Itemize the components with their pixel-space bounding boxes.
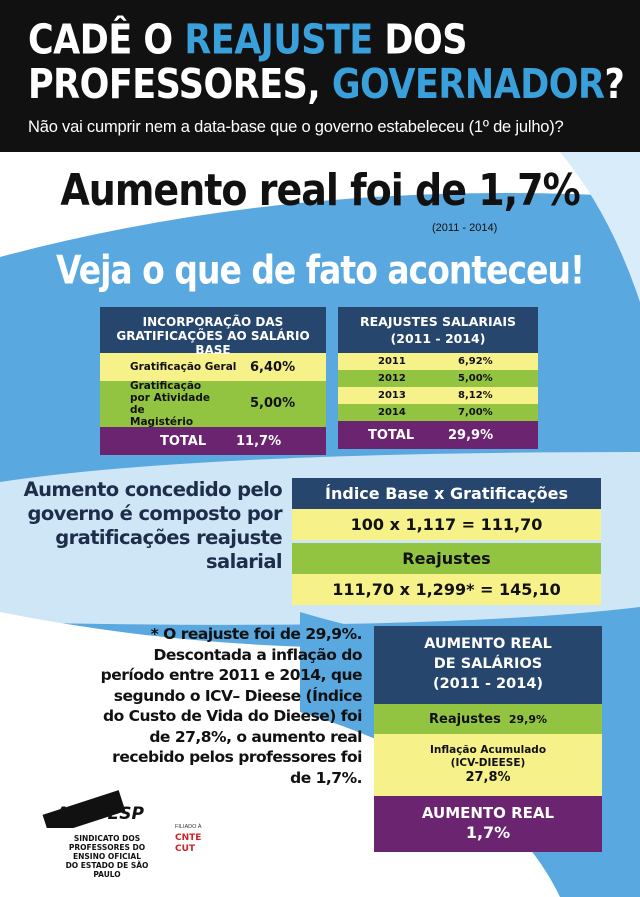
aumento-inflacao-row: Inflação Acumulado (ICV-DIEESE) 27,8%	[374, 734, 602, 796]
aumento-reajustes-row: Reajustes 29,9%	[374, 704, 602, 734]
formula-calc-1: 100 x 1,117 = 111,70	[292, 509, 601, 540]
filiado-label: FILIADO À	[175, 824, 202, 830]
formula-header-1: Índice Base x Gratificações	[292, 478, 601, 509]
formula-calc-2: 111,70 x 1,299* = 145,10	[292, 574, 601, 605]
reajustes-title: REAJUSTES SALARIAIS	[360, 314, 516, 329]
total-label: TOTAL	[368, 427, 415, 443]
row-value: 8,12%	[458, 390, 493, 401]
row-value: 6,40%	[250, 359, 296, 375]
header-title: CADÊ O REAJUSTE DOS PROFESSORES, GOVERNA…	[28, 16, 625, 109]
incorporacao-row: Gratificação Geral 6,40%	[100, 353, 326, 381]
row-value: 5,00%	[458, 373, 493, 384]
result-value: 1,7%	[465, 823, 511, 842]
cnte-cut-logo: CNTE CUT	[175, 833, 201, 855]
header-subtitle: Não vai cumprir nem a data-base que o go…	[28, 118, 564, 136]
incorporacao-row: Gratificação por Atividade de Magistério…	[100, 380, 326, 428]
header-banner: CADÊ O REAJUSTE DOS PROFESSORES, GOVERNA…	[0, 0, 640, 152]
reaj-value: 29,9%	[508, 712, 547, 726]
row-year: 2011	[378, 356, 406, 367]
row-year: 2013	[378, 390, 406, 401]
reajustes-row: 2013 8,12%	[338, 387, 538, 404]
infl-value: 27,8%	[465, 770, 511, 785]
title-part: PROFESSORES,	[28, 61, 332, 109]
apeoesp-logo: APEOESP	[36, 788, 196, 836]
title-part: CADÊ O	[28, 16, 185, 65]
reajustes-row: 2011 6,92%	[338, 353, 538, 370]
aumento-title-1: AUMENTO REAL	[424, 636, 552, 652]
reajustes-total: TOTAL 29,9%	[338, 421, 538, 449]
row-label: Gratificação Geral	[130, 361, 237, 373]
total-label: TOTAL	[160, 433, 207, 449]
title-part: ?	[604, 61, 625, 109]
logo-line-3: DO ESTADO DE SÃO PAULO	[65, 861, 149, 879]
aumento-period: (2011 - 2014)	[432, 676, 544, 692]
incorporacao-table: INCORPORAÇÃO DAS GRATIFICAÇÕES AO SALÁRI…	[100, 307, 326, 455]
veja-heading: Veja o que de fato aconteceu!	[55, 246, 585, 293]
formula-header-2: Reajustes	[292, 543, 601, 574]
title-accent-governador: GOVERNADOR	[331, 61, 605, 109]
incorporacao-total: TOTAL 11,7%	[100, 427, 326, 455]
reajustes-period: (2011 - 2014)	[390, 331, 486, 346]
row-value: 6,92%	[458, 356, 493, 367]
row-value: 5,00%	[250, 396, 296, 411]
logo-caption: SINDICATO DOS PROFESSORES DO ENSINO OFIC…	[52, 834, 162, 879]
headline: Aumento real foi de 1,7%	[60, 164, 580, 216]
composto-text: Aumento concedido pelo governo é compost…	[23, 478, 283, 573]
reaj-label: Reajustes	[429, 711, 501, 727]
cnte-mark: CNTE	[175, 833, 202, 843]
row-label: Gratificação por Atividade de Magistério	[130, 380, 210, 428]
title-accent-reajuste: REAJUSTE	[184, 16, 373, 65]
logo-line-2: PROFESSORES DO ENSINO OFICIAL	[68, 843, 146, 861]
aumento-real-table: AUMENTO REAL DE SALÁRIOS (2011 - 2014) R…	[374, 626, 602, 852]
headline-period: (2011 - 2014)	[432, 222, 498, 234]
aumento-title-2: DE SALÁRIOS	[433, 656, 543, 672]
reajustes-row: 2014 7,00%	[338, 404, 538, 421]
aumento-result: AUMENTO REAL 1,7%	[374, 796, 602, 852]
result-label: AUMENTO REAL	[421, 804, 555, 822]
reajustes-table: REAJUSTES SALARIAIS (2011 - 2014) 2011 6…	[338, 307, 538, 449]
aumento-header: AUMENTO REAL DE SALÁRIOS (2011 - 2014)	[374, 626, 602, 704]
total-value: 11,7%	[236, 433, 282, 449]
logo-wordmark: APEOESP	[54, 804, 145, 824]
row-value: 7,00%	[458, 407, 493, 418]
title-part: DOS	[372, 16, 467, 65]
infl-label-1: Inflação Acumulado	[429, 744, 547, 756]
reajuste-note: * O reajuste foi de 29,9%. Descontada a …	[100, 625, 363, 787]
infl-label-2: (ICV-DIEESE)	[450, 757, 526, 769]
row-year: 2012	[378, 373, 406, 384]
row-year: 2014	[378, 407, 406, 418]
logo-line-1: SINDICATO DOS	[73, 834, 141, 843]
incorporacao-title: INCORPORAÇÃO DAS GRATIFICAÇÕES AO SALÁRI…	[100, 307, 326, 357]
reajustes-header: REAJUSTES SALARIAIS (2011 - 2014)	[338, 307, 538, 353]
reajustes-row: 2012 5,00%	[338, 370, 538, 387]
cut-mark: CUT	[175, 844, 196, 854]
total-value: 29,9%	[448, 427, 494, 443]
